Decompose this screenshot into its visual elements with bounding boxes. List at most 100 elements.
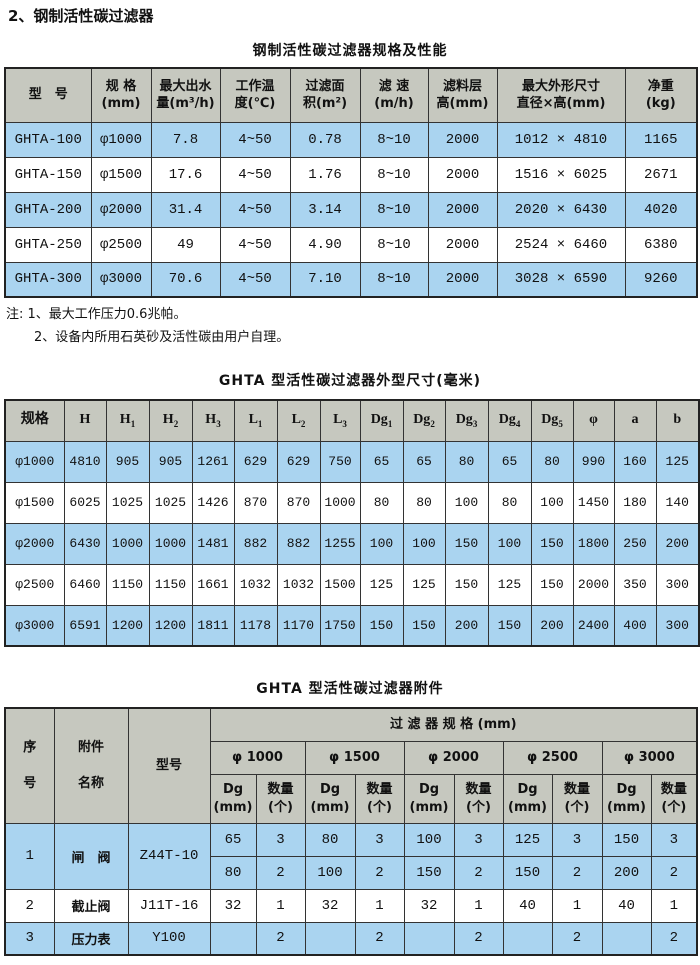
table-cell: 1 [453,888,504,923]
header-visible: Dg2 [413,412,435,430]
table-row: GHTA-150 φ1500 17.6 4~50 1.76 8~10 2000 1516 × … [4,156,698,193]
header-visible: Dg1 [370,412,393,430]
accessory-name: 压力表 [53,921,129,956]
table-cell: GHTA-250 [4,226,92,263]
table-cell: 8~10 [359,156,429,193]
table-cell: 40 [601,888,652,923]
table-cell: 1500 [319,563,361,606]
table-cell: 1025 [148,481,193,524]
table-cell: 1178 [233,604,278,647]
header-visible: Dg4 [498,412,521,430]
header-visible: Dg3 [455,412,478,430]
table-cell: 1025 [105,481,150,524]
table-cell: 2 [255,855,306,890]
t1-header-cell: 型 号 [4,67,92,123]
header-line: 滤料层 [442,78,482,94]
table-row: φ2500 6460 1150 1150 1661 1032 1032 1500 125 125 1… [4,563,700,606]
table-cell: 8~10 [359,121,429,158]
table-cell: 870 [276,481,321,524]
t2-header-cell: H3H3 [191,399,235,442]
qty-header: 数量 (个) [255,773,306,824]
table-cell: 1261 [191,440,235,483]
table-cell: 125 [655,440,700,483]
table-cell: 1.76 [289,156,361,193]
table-cell: 31.4 [150,191,221,228]
table-cell: φ2500 [4,563,65,606]
table-cell: 125 [487,563,532,606]
table-cell: 2 [453,921,504,956]
header-line: 净重 [647,78,674,94]
table-cell: 3.14 [289,191,361,228]
table-cell: 905 [148,440,193,483]
spec-performance-table: 型 号规 格 (mm) 最大出水 量(m³/h) 工作温 度(℃) 过滤面 积(m²) 滤 速(… [4,67,698,298]
table-cell: 1661 [191,563,235,606]
table-cell: 180 [613,481,657,524]
table-cell: 629 [276,440,321,483]
header-label: φ [589,412,598,428]
table-cell: 1032 [233,563,278,606]
t1-header-cell: 规 格 (mm) [90,67,152,123]
t1-header-cell: 最大出水 量(m³/h) [150,67,221,123]
header-line: 量(m³/h) [156,96,215,112]
table-cell: 2020 × 6430 [496,191,626,228]
table-cell [209,921,257,956]
table-cell: 200 [655,522,700,565]
table-cell: 6591 [63,604,107,647]
accessory-name: 截止阀 [53,888,129,923]
t2-header-cell: H2H2 [148,399,193,442]
header-visible: L3 [333,412,347,430]
table-cell: 2 [255,921,306,956]
table-cell: 200 [530,604,574,647]
header-visible: H1 [119,412,136,430]
table-cell: 250 [613,522,657,565]
table-cell: 2000 [427,191,498,228]
table-cell [403,921,455,956]
table-cell: 65 [487,440,532,483]
table1-caption: 钢制活性碳过滤器规格及性能 [252,43,448,59]
table-cell: φ3000 [90,261,152,298]
table-cell: GHTA-100 [4,121,92,158]
table-cell: 1800 [572,522,615,565]
table-cell: 150 [530,563,574,606]
qty-header: 数量 (个) [453,773,504,824]
header-line: (kg) [645,96,676,112]
t1-header-cell: 最大外形尺寸 直径×高(mm) [496,67,626,123]
table-cell: 100 [402,522,446,565]
table-cell: 750 [319,440,361,483]
table-cell: 4~50 [219,261,291,298]
t2-header-cell: Dg5Dg5 [530,399,574,442]
table-cell: GHTA-150 [4,156,92,193]
table-cell: 80 [209,855,257,890]
table-cell: 2 [354,855,405,890]
table-cell: 1255 [319,522,361,565]
table-cell: 100 [487,522,532,565]
table2-caption: GHTA 型活性碳过滤器外型尺寸(毫米) [218,373,482,389]
table-cell: 125 [402,563,446,606]
table-cell: 4~50 [219,226,291,263]
size-header: φ 2500 [502,740,603,775]
table-cell: 125 [502,822,553,857]
table-cell: 80 [487,481,532,524]
table-cell: 100 [304,855,356,890]
t2-header-cell: Dg3Dg3 [444,399,489,442]
table-cell: 6380 [624,226,698,263]
table-cell: 4020 [624,191,698,228]
table-cell: φ1000 [90,121,152,158]
table-cell: 4.90 [289,226,361,263]
header-visible: L1 [248,412,263,430]
table-cell: 1200 [105,604,150,647]
table-cell: 9260 [624,261,698,298]
table-cell: 8~10 [359,261,429,298]
table-row: φ1500 6025 1025 1025 1426 870 870 1000 80 80 100 80… [4,481,700,524]
t2-header-cell: Dg2Dg2 [402,399,446,442]
table-cell: 1 [551,888,603,923]
header-label: a [631,412,639,428]
table-cell: 80 [304,822,356,857]
table-cell: 32 [304,888,356,923]
table-row: φ3000 6591 1200 1200 1811 1178 1170 1750 150 150 2… [4,604,700,647]
table-cell: 6430 [63,522,107,565]
table-cell: 1 [650,888,698,923]
table-cell: 0.78 [289,121,361,158]
t2-header-cell: L2L2 [276,399,321,442]
size-header: φ 3000 [601,740,698,775]
